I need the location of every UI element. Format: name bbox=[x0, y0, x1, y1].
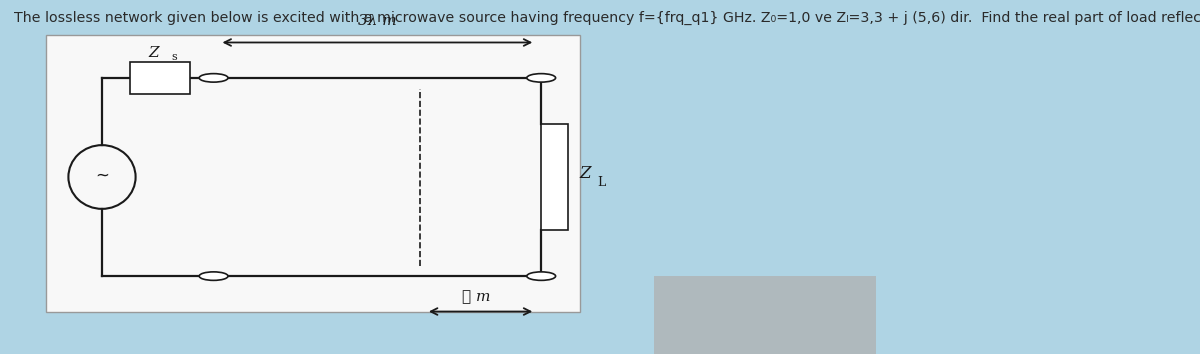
Text: The lossless network given below is excited with a microwave source having frequ: The lossless network given below is exci… bbox=[14, 11, 1200, 25]
Text: Z: Z bbox=[149, 46, 158, 60]
Circle shape bbox=[199, 74, 228, 82]
FancyBboxPatch shape bbox=[130, 62, 190, 94]
Text: 3λ m: 3λ m bbox=[358, 14, 397, 28]
Text: s: s bbox=[172, 52, 176, 62]
FancyBboxPatch shape bbox=[46, 35, 580, 312]
Text: ~: ~ bbox=[95, 166, 109, 184]
Text: ℓ m: ℓ m bbox=[462, 290, 491, 304]
Circle shape bbox=[527, 74, 556, 82]
FancyBboxPatch shape bbox=[654, 276, 876, 354]
Text: L: L bbox=[598, 176, 606, 189]
FancyBboxPatch shape bbox=[541, 124, 568, 230]
Text: Z: Z bbox=[580, 165, 592, 182]
Circle shape bbox=[527, 272, 556, 280]
Circle shape bbox=[199, 272, 228, 280]
